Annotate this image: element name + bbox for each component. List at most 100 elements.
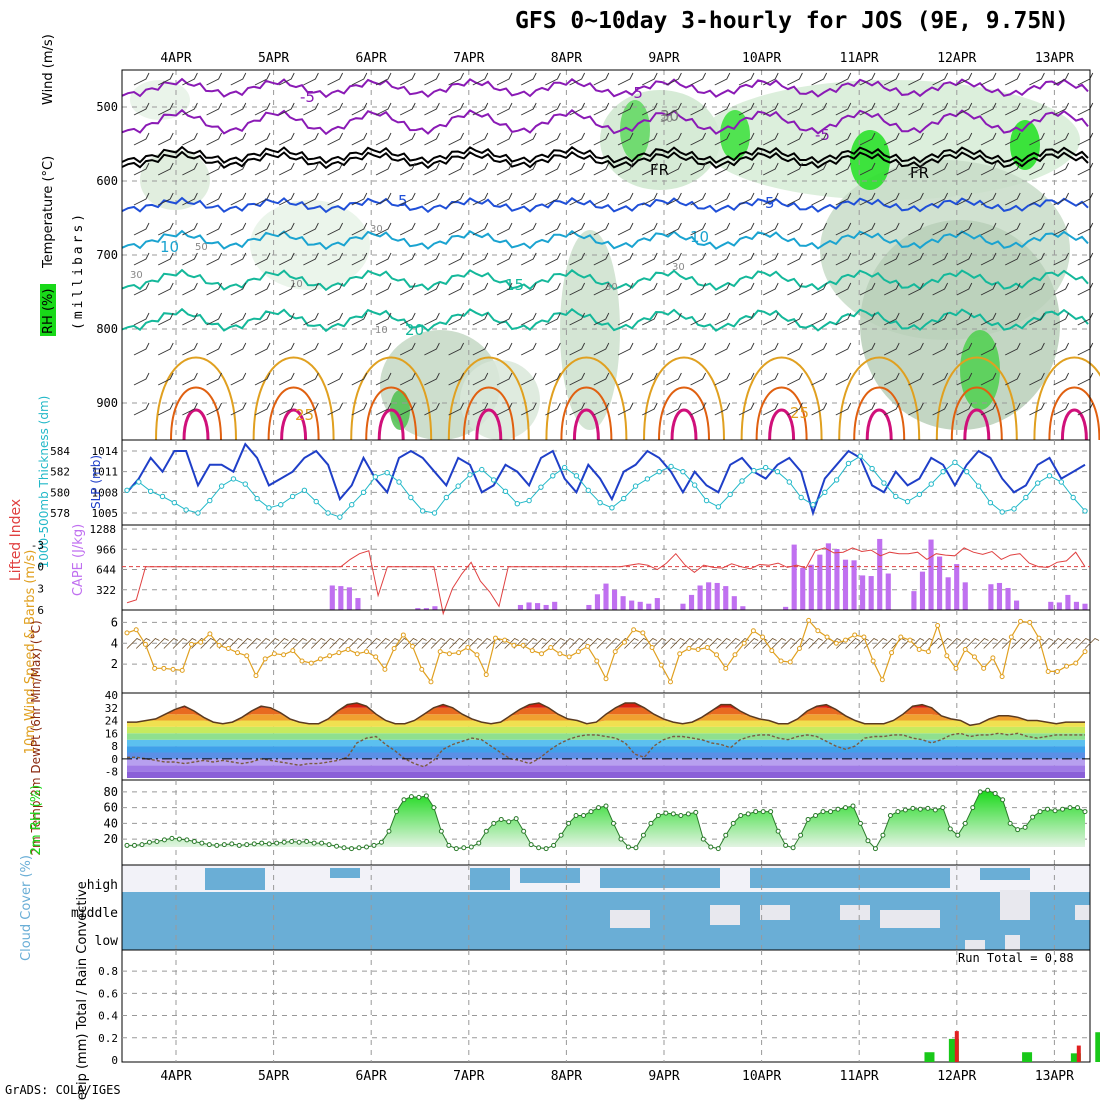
rh-point bbox=[955, 832, 961, 838]
wind-barb bbox=[351, 192, 368, 206]
wind-barb bbox=[375, 72, 392, 86]
wind-barb bbox=[859, 342, 876, 356]
wind-barb bbox=[714, 372, 731, 386]
wind-barb bbox=[593, 402, 610, 416]
rh-point bbox=[131, 842, 137, 848]
wind-speed-point bbox=[1008, 634, 1014, 640]
thickness-point bbox=[680, 468, 686, 475]
wind-barb bbox=[496, 372, 513, 386]
wind-barb bbox=[569, 162, 586, 176]
thickness-point bbox=[999, 509, 1005, 515]
cloud-gap bbox=[760, 905, 790, 920]
wind-barb bbox=[617, 102, 634, 116]
wind-barb bbox=[956, 132, 973, 146]
wind-barb bbox=[399, 132, 416, 146]
wind-barb bbox=[762, 162, 779, 176]
cloud-block bbox=[520, 868, 580, 883]
wind-barb bbox=[738, 222, 755, 236]
wind-barb bbox=[1004, 102, 1021, 116]
wind-barb bbox=[472, 102, 489, 116]
wind-barb bbox=[714, 282, 731, 296]
wind-speed-point bbox=[999, 674, 1005, 680]
rh-point bbox=[281, 839, 287, 845]
temp-contour-25 bbox=[935, 356, 1018, 441]
thickness-point bbox=[490, 477, 497, 483]
rh-point bbox=[259, 840, 265, 846]
wind-barb bbox=[1029, 192, 1045, 206]
thickness-point bbox=[171, 499, 178, 506]
wind-barb bbox=[762, 72, 779, 86]
wind-barb bbox=[787, 102, 803, 116]
rh-contour-label: 30 bbox=[672, 262, 685, 273]
wind-barb bbox=[133, 342, 150, 356]
cloud-block bbox=[750, 868, 950, 888]
wind-barb bbox=[206, 312, 223, 326]
cape-bar bbox=[432, 606, 438, 610]
wind-barb bbox=[859, 192, 876, 206]
cape-bar bbox=[868, 576, 874, 610]
wind-barb bbox=[666, 402, 682, 416]
temp-contour-35 bbox=[475, 408, 503, 441]
slp-line bbox=[126, 442, 1086, 517]
wind-barb bbox=[859, 72, 876, 86]
thickness-point bbox=[218, 483, 225, 489]
wind-barb bbox=[835, 162, 852, 176]
wind-barb bbox=[448, 342, 465, 356]
wind-barb bbox=[811, 252, 828, 266]
wind-barb bbox=[738, 312, 755, 326]
wind-barb bbox=[399, 192, 416, 206]
wind-barb bbox=[587, 638, 602, 649]
wind-barb bbox=[545, 132, 561, 146]
wind-barb bbox=[458, 638, 473, 649]
temp-contour-25 bbox=[1033, 356, 1100, 441]
wind-speed-point bbox=[299, 658, 305, 664]
cloud-block bbox=[980, 868, 1030, 880]
thickness-line bbox=[126, 455, 1086, 518]
contour-label: 20 bbox=[405, 321, 424, 339]
wind-barb bbox=[327, 252, 344, 266]
wind-speed-point bbox=[916, 647, 922, 653]
rh-point bbox=[1030, 814, 1036, 820]
wind-barb bbox=[908, 72, 924, 86]
wind-barb bbox=[714, 102, 731, 116]
wind-barb bbox=[799, 638, 814, 649]
wind-barb bbox=[448, 222, 465, 236]
rh-point bbox=[438, 828, 444, 834]
wind-barb bbox=[835, 372, 852, 386]
wind-barb bbox=[133, 192, 150, 206]
wind-barb bbox=[980, 132, 997, 146]
cape-bar bbox=[594, 594, 601, 610]
rh-point bbox=[364, 844, 369, 850]
wind-barb bbox=[956, 192, 973, 206]
wind-barb bbox=[550, 638, 565, 649]
wind-barb bbox=[399, 402, 416, 416]
wind-barb bbox=[593, 372, 610, 386]
wind-barb bbox=[835, 222, 852, 236]
wind-barb bbox=[254, 372, 271, 386]
wind-barb bbox=[278, 222, 295, 236]
wind-barb bbox=[496, 162, 513, 176]
thickness-tick-584: 584 bbox=[50, 445, 70, 458]
wind-speed-point bbox=[529, 648, 535, 654]
wind-barb bbox=[559, 638, 575, 649]
wind-barb bbox=[399, 342, 416, 356]
wind-barb bbox=[641, 402, 658, 416]
cloud-tick-high: high bbox=[87, 878, 118, 893]
wind-barb bbox=[1004, 312, 1021, 326]
wind-barb bbox=[641, 192, 658, 206]
rh-point bbox=[685, 811, 691, 817]
precip-tick-0.8: 0.8 bbox=[98, 965, 118, 978]
wind-barb bbox=[133, 72, 150, 86]
wind-barb bbox=[787, 372, 803, 386]
wind-barb bbox=[811, 162, 828, 176]
li-tick-6: 6 bbox=[37, 604, 44, 617]
wind-barb bbox=[811, 222, 828, 236]
wind-barb bbox=[690, 72, 707, 86]
wind-speed-point bbox=[1064, 663, 1070, 669]
wind-barb bbox=[472, 282, 489, 296]
wind-barb bbox=[448, 192, 465, 206]
wind-speed-point bbox=[391, 646, 397, 651]
wind-barb bbox=[496, 102, 513, 116]
wind-barb bbox=[303, 372, 319, 386]
wind-barb bbox=[771, 638, 786, 649]
